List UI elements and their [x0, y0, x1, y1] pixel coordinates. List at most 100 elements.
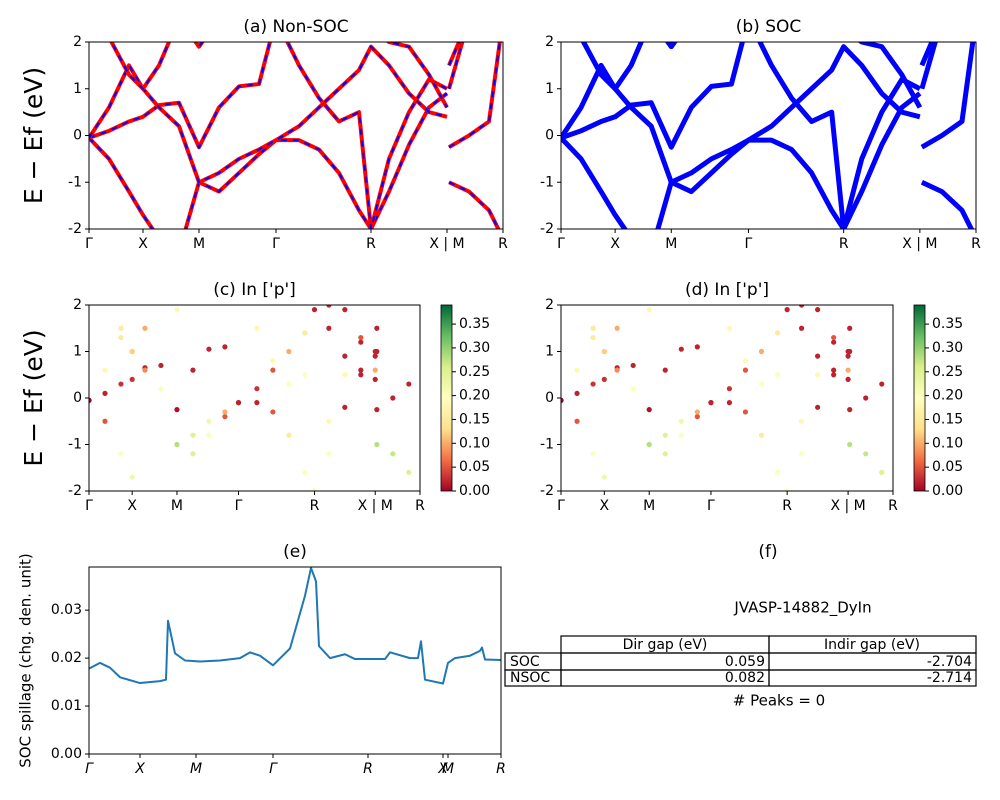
- table-cell-text: -2.704: [927, 654, 972, 670]
- band-point: [342, 307, 348, 313]
- y-tick-label: -2: [540, 221, 554, 237]
- band-point: [417, 279, 422, 284]
- y-tick-label: 2: [545, 34, 554, 50]
- band-point: [254, 386, 260, 392]
- x-tick-label: R: [415, 498, 425, 514]
- band-point: [845, 376, 851, 382]
- band-point: [286, 348, 292, 355]
- band-point: [406, 381, 412, 387]
- y-axis-label: SOC spillage (chg. den. unit): [17, 553, 35, 768]
- x-tick-label: Γ: [707, 498, 715, 514]
- band-point: [815, 404, 821, 410]
- band-point: [102, 367, 108, 373]
- band-point: [590, 325, 596, 331]
- band-point: [158, 512, 163, 517]
- band-point: [574, 298, 579, 303]
- panel-title: (b) SOC: [736, 17, 802, 37]
- x-tick-label: R: [839, 236, 849, 252]
- y-tick-label: -2: [68, 221, 82, 237]
- band-point: [614, 325, 620, 331]
- y-tick-label: -2: [540, 483, 554, 499]
- band-line: [448, 180, 501, 229]
- band-point: [406, 279, 411, 284]
- y-tick-label: 0.02: [51, 650, 82, 666]
- x-tick-label: Γ: [269, 761, 278, 777]
- band-point: [118, 451, 124, 457]
- band-point: [726, 400, 733, 406]
- colorbar-tick-label: 0.20: [932, 388, 963, 404]
- band-point: [302, 372, 308, 378]
- table-header: Dir gap (eV): [623, 637, 708, 653]
- band-point: [286, 432, 292, 438]
- band-point: [222, 414, 228, 420]
- band-point: [845, 367, 851, 373]
- band-line: [920, 179, 975, 229]
- band-point: [390, 279, 395, 284]
- x-tick-label: R: [363, 761, 373, 777]
- band-point: [614, 367, 620, 373]
- band-point: [863, 279, 868, 284]
- y-tick-label: 2: [73, 297, 82, 313]
- x-tick-label: X: [600, 498, 610, 514]
- y-axis-label: E − Ef (eV): [19, 329, 48, 466]
- band-point: [890, 279, 895, 284]
- y-tick-label: -1: [540, 437, 554, 453]
- band-point: [342, 404, 348, 410]
- band-point: [118, 381, 124, 387]
- band-point: [847, 441, 853, 448]
- band-point: [374, 325, 380, 331]
- y-tick-label: 0.00: [51, 746, 82, 762]
- band-point: [742, 367, 749, 373]
- band-point: [142, 498, 147, 503]
- x-tick-label: M: [643, 498, 655, 514]
- table-cell-text: 0.059: [725, 654, 765, 670]
- band-point: [662, 432, 668, 438]
- band-point: [798, 418, 805, 424]
- band-point: [879, 381, 885, 387]
- band-point: [254, 400, 260, 406]
- x-tick-label: R: [310, 498, 320, 514]
- table-cell-text: 0.082: [725, 670, 765, 686]
- band-point: [863, 395, 869, 401]
- x-tick-label: R: [366, 236, 376, 252]
- band-point: [863, 451, 869, 457]
- band-point: [758, 432, 765, 438]
- y-tick-label: -1: [540, 174, 554, 190]
- band-point: [129, 474, 135, 480]
- band-point: [102, 390, 108, 396]
- x-tick-label: Γ: [557, 236, 565, 252]
- y-tick-label: -1: [68, 174, 82, 190]
- band-point: [390, 395, 396, 401]
- panel: (d) In ['p'] -2 -1 0 1 2 Γ X M Γ R X | M R 0.00 0.05 0.…: [540, 279, 963, 514]
- colorbar-tick-label: 0.00: [459, 483, 490, 499]
- band-point: [372, 353, 378, 359]
- band-point: [190, 367, 196, 373]
- band-point: [342, 372, 348, 378]
- band-point: [758, 381, 765, 387]
- band-point: [142, 325, 148, 331]
- colorbar-tick-label: 0.35: [459, 316, 490, 332]
- band-point: [158, 386, 164, 392]
- y-tick-label: -2: [68, 483, 82, 499]
- band-line: [89, 42, 448, 229]
- band-point: [89, 397, 92, 403]
- x-tick-label: M: [665, 236, 677, 252]
- y-tick-label: 1: [545, 344, 554, 360]
- band-point: [358, 339, 364, 345]
- plot-area: [561, 42, 976, 229]
- band-point: [374, 348, 380, 355]
- band-point: [601, 376, 607, 382]
- x-tick-label: X: [134, 761, 145, 777]
- band-line-dashed: [448, 42, 501, 149]
- band-point: [390, 451, 396, 457]
- x-tick-label: X | M: [830, 498, 865, 514]
- band-point: [646, 441, 652, 448]
- band-line-dashed: [89, 44, 448, 184]
- x-tick-label: X | M: [358, 498, 393, 514]
- colorbar-tick-label: 0.30: [932, 340, 963, 356]
- band-point: [374, 407, 380, 413]
- band-point: [831, 339, 837, 345]
- band-point: [742, 358, 749, 364]
- band-point: [879, 279, 884, 284]
- panel-title: (f): [758, 542, 777, 562]
